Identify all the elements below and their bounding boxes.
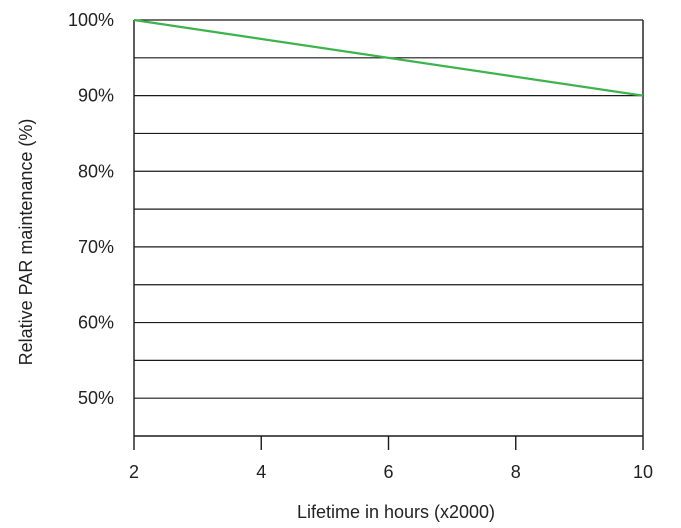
x-axis: 2 4 6 8 10 <box>129 436 653 482</box>
y-tick-label-1: 90% <box>78 86 114 106</box>
x-tick-label-1: 4 <box>256 462 266 482</box>
x-axis-label: Lifetime in hours (x2000) <box>297 502 495 522</box>
x-tick-label-4: 10 <box>633 462 653 482</box>
series-group <box>133 18 644 97</box>
y-axis-label: Relative PAR maintenance (%) <box>16 119 36 366</box>
x-tick-label-0: 2 <box>129 462 139 482</box>
y-tick-label-0: 100% <box>68 10 114 30</box>
y-tick-label-5: 50% <box>78 388 114 408</box>
y-tick-label-4: 60% <box>78 313 114 333</box>
x-tick-label-2: 6 <box>383 462 393 482</box>
y-tick-label-2: 80% <box>78 161 114 181</box>
plot-frame <box>133 20 644 437</box>
y-axis: 100% 90% 80% 70% 60% 50% <box>68 10 114 408</box>
y-tick-label-3: 70% <box>78 237 114 257</box>
series-line-0 <box>133 18 644 97</box>
x-tick-label-3: 8 <box>511 462 521 482</box>
grid <box>134 19 643 399</box>
